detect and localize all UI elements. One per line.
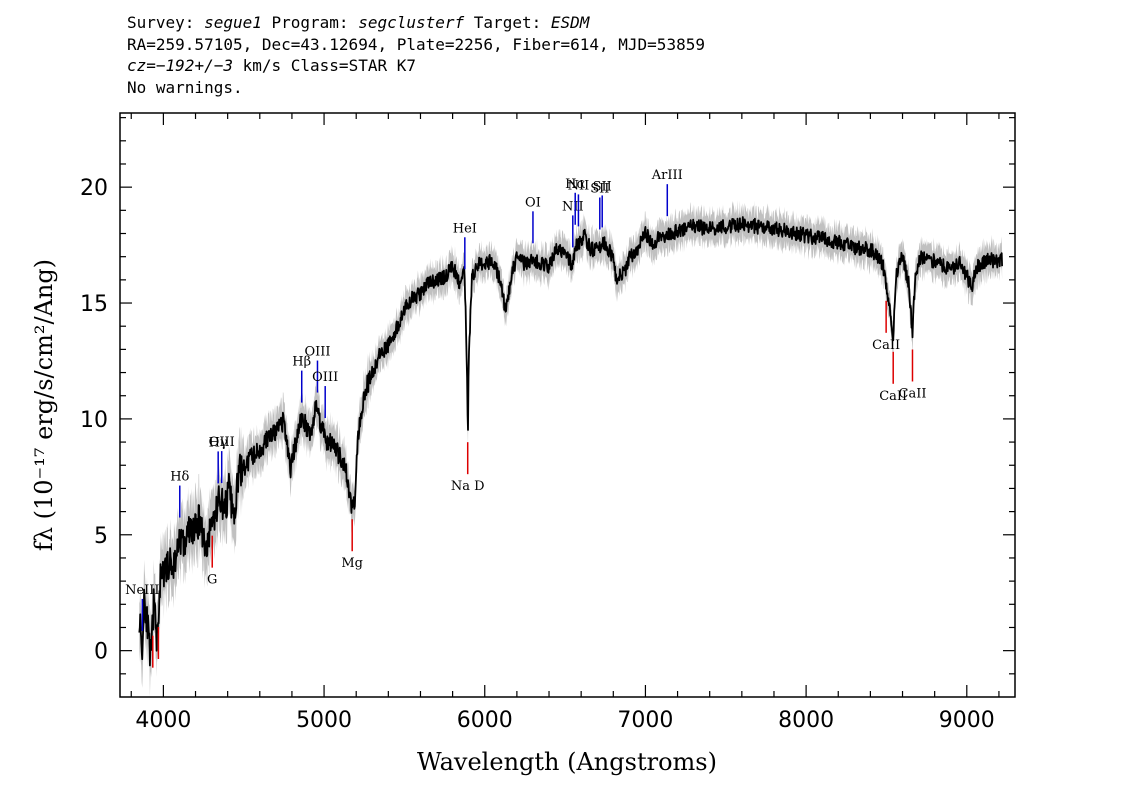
emission-line-label: HeI [453, 221, 477, 236]
y-tick-label: 20 [80, 176, 108, 201]
emission-line-label: NeIII [125, 583, 159, 598]
header-line-warnings: No warnings. [127, 77, 243, 97]
absorption-line-label: CaII [872, 338, 900, 353]
absorption-line-label: CaII [879, 389, 907, 404]
emission-line-label: SII [590, 182, 609, 197]
emission-line-label: Hα [565, 177, 585, 192]
header-line-coordinates: RA=259.57105, Dec=43.12694, Plate=2256, … [127, 34, 705, 54]
flux-line [138, 216, 1003, 667]
absorption-line-label: Na D [451, 479, 485, 494]
target-value: ESDM [550, 13, 590, 32]
emission-line-label: Hγ [209, 435, 228, 450]
y-tick-label: 5 [94, 524, 108, 549]
y-tick-label: 15 [80, 292, 108, 317]
emission-line-label: SII [593, 179, 612, 194]
x-tick-label: 4000 [135, 708, 191, 733]
emission-line-label: OI [525, 195, 541, 210]
absorption-line-label: G [207, 573, 217, 588]
axes-layer: 4000 5000 6000 7000 8000 9000 0 5 10 15 20 [80, 113, 1015, 733]
emission-line-label: OIII [304, 345, 330, 360]
y-tick-label: 0 [94, 640, 108, 665]
plot-frame [119, 112, 1016, 698]
y-axis-title: fλ (10⁻¹⁷ erg/s/cm²/Ang) [30, 259, 58, 551]
spectrum-header: Survey: segue1 Program: segclusterf Targ… [127, 12, 705, 98]
program-value: segclusterf [358, 13, 465, 32]
emission-line-label: NII [562, 199, 584, 214]
header-line-survey: Survey: segue1 Program: segclusterf Targ… [127, 13, 590, 32]
error-band [139, 200, 1003, 698]
emission-line-label: OIII [209, 435, 235, 450]
header-line-redshift: cz=−192+/−3 km/s Class=STAR K7 [127, 56, 416, 75]
x-tick-label: 8000 [778, 708, 834, 733]
x-tick-label: 9000 [939, 708, 995, 733]
flux-layer [138, 216, 1003, 667]
emission-line-label: Hδ [170, 470, 189, 485]
x-tick-label: 5000 [296, 708, 352, 733]
emission-line-label: OIII [312, 370, 338, 385]
x-axis-title: Wavelength (Angstroms) [417, 748, 717, 776]
emission-line-label: ArIII [651, 168, 683, 183]
error-band-layer [139, 200, 1003, 698]
absorption-line-label: CaII [899, 386, 927, 401]
y-tick-label: 10 [80, 408, 108, 433]
x-tick-label: 7000 [617, 708, 673, 733]
survey-value: segue1 [204, 13, 262, 32]
emission-line-label: NII [568, 178, 590, 193]
x-tick-label: 6000 [457, 708, 513, 733]
absorption-line-label: Mg [341, 556, 363, 571]
cz-value: −192+/−3 [155, 56, 233, 75]
emission-line-label: Hβ [292, 355, 311, 370]
